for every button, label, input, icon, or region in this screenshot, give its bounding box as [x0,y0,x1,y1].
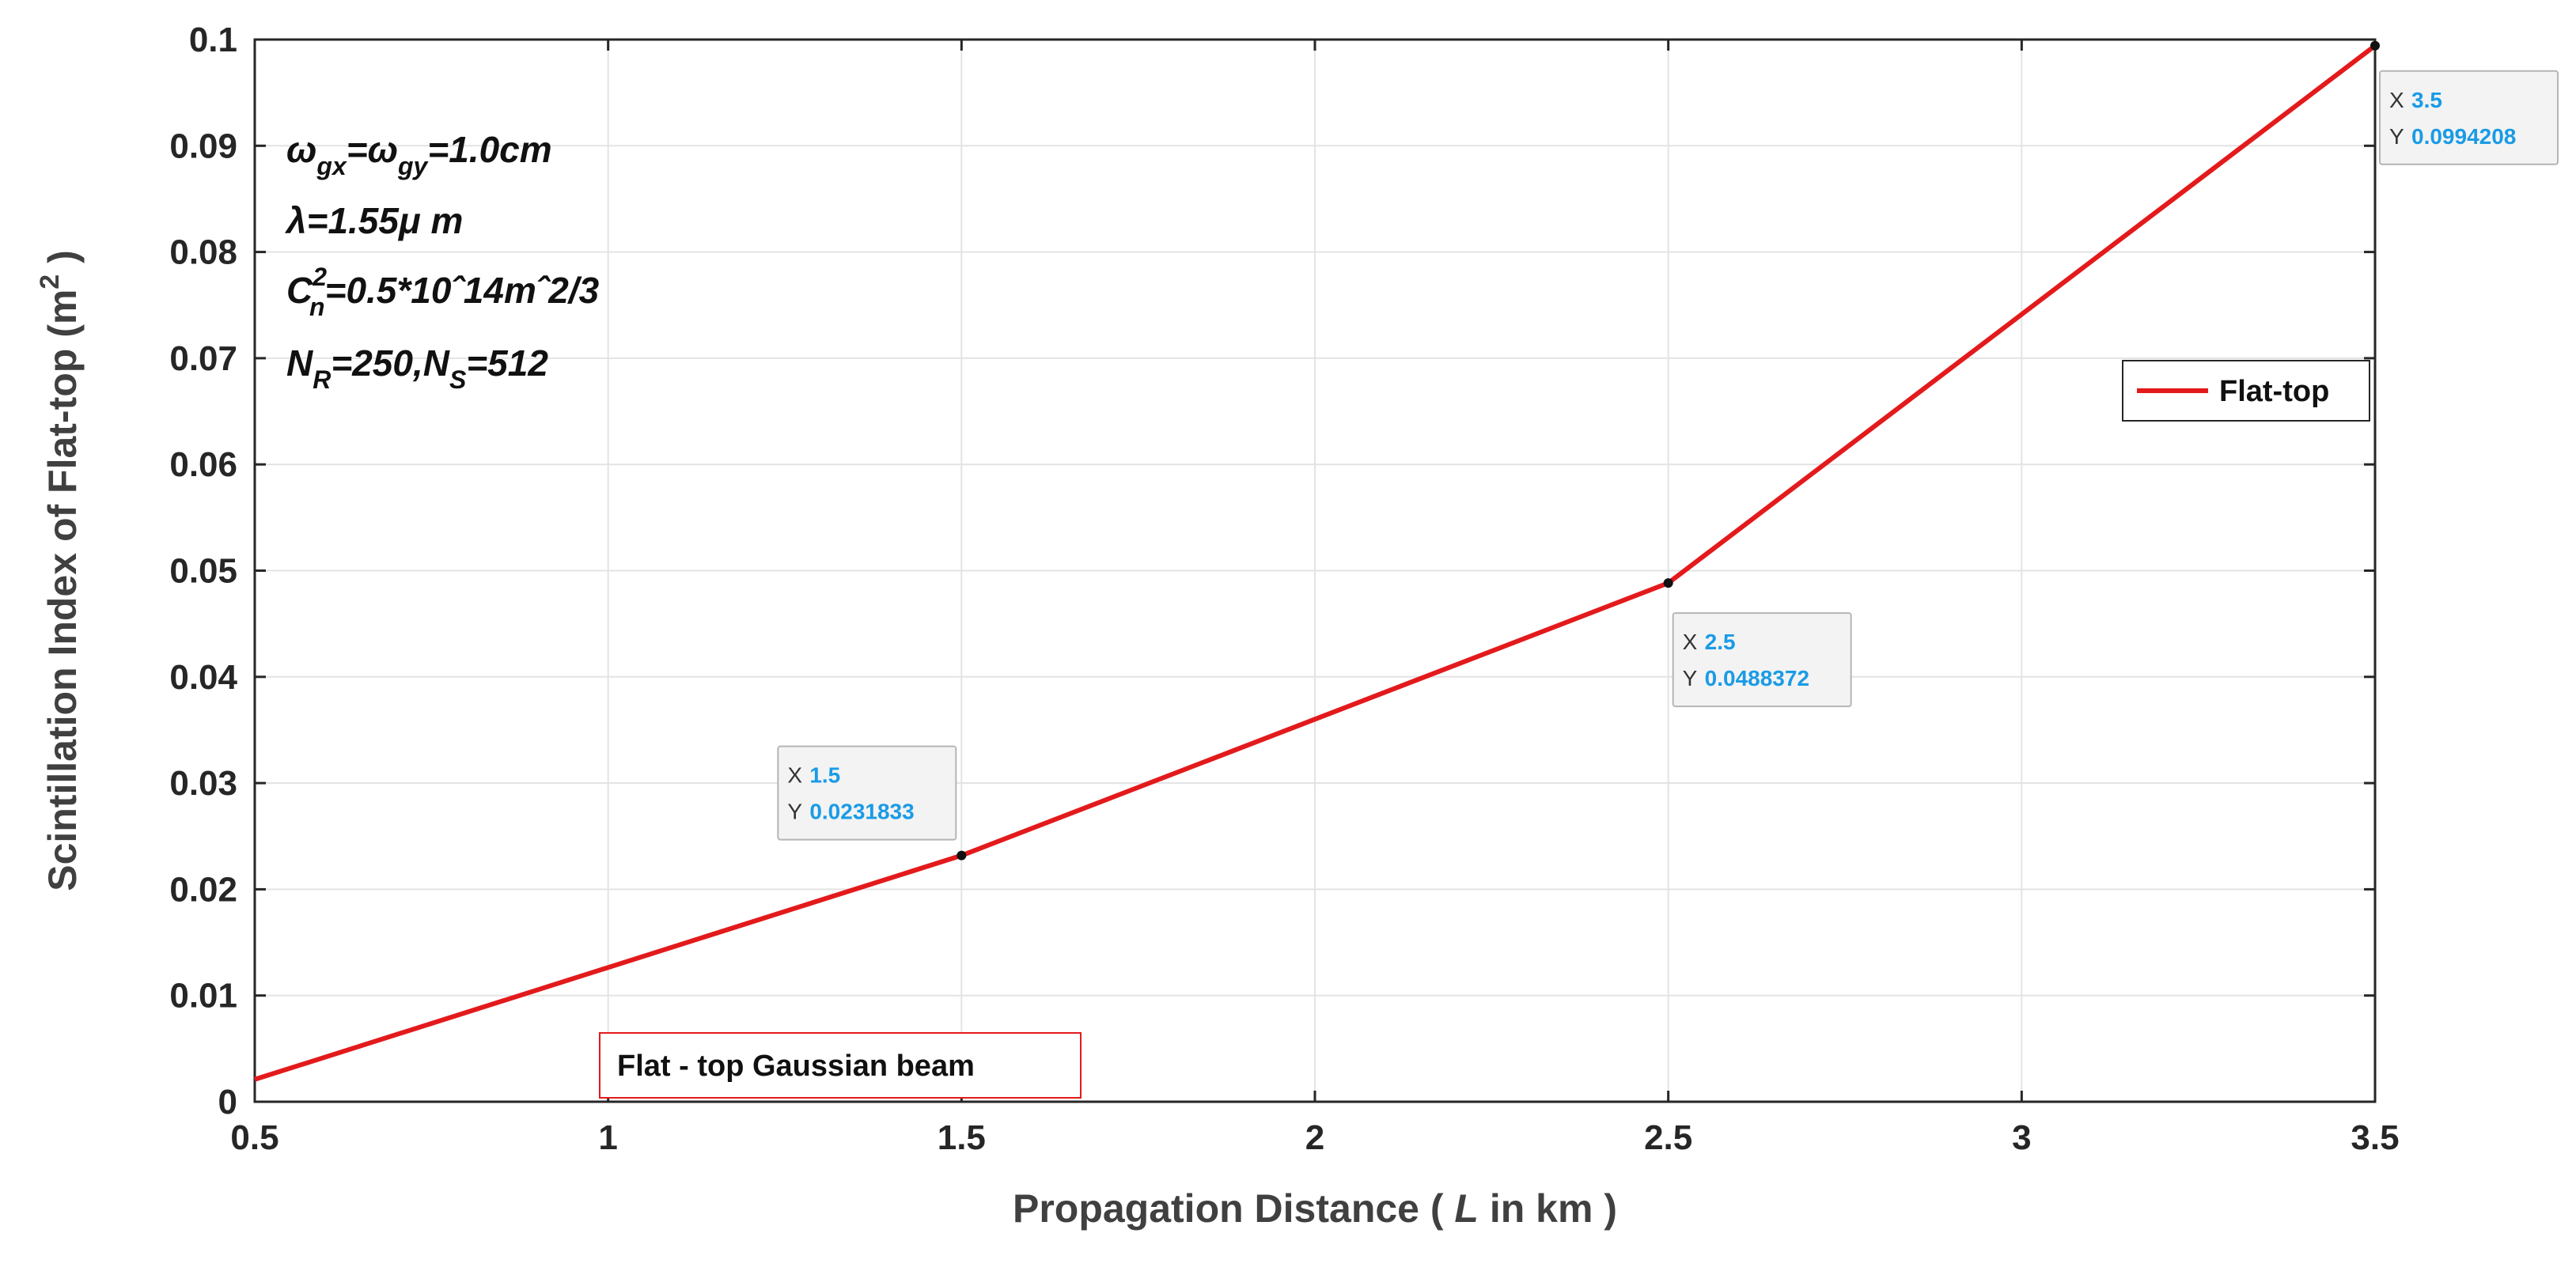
x-tick-label: 3.5 [2351,1118,2399,1157]
ticks: 0.5 1 1.5 2 2.5 3 3.5 0 0.01 0.02 0.03 0.04 0.05 0.06… [169,21,2399,1157]
annotation-segment: ˆ [536,270,551,311]
y-tick-label: 0.04 [169,658,237,697]
y-axis-label-base: Scintillation Index of Flat-top (m [40,289,85,891]
annotation-segment: μ [397,200,421,241]
x-tick-label: 3 [2012,1118,2031,1157]
legend: Flat-top [2122,360,2370,422]
legend-label: Flat-top [2219,375,2329,408]
annotation-segment: =1.0cm [427,129,551,170]
datatip-x-label: X [1683,630,1698,654]
data-point-marker [957,850,967,861]
datatip-x-value: 2.5 [1705,630,1736,654]
datatip-box [1672,612,1852,708]
annotation-line: λ=1.55μ m [284,200,463,241]
datatip-x-value: 1.5 [809,763,840,788]
data-point-marker [1663,578,1673,588]
annotation-segment: gy [397,152,430,180]
annotation-segment: N [286,342,313,384]
annotation-segment: =512 [466,342,548,384]
datatip-y-label: Y [787,800,802,824]
annotation-segment: n [309,293,325,321]
annotation-segment: =0.5*10 [325,270,452,311]
datatip-y-value: 0.0994208 [2411,124,2516,149]
datatip-y-label: Y [2389,124,2404,149]
y-tick-label: 0.02 [169,870,237,909]
x-tick-label: 1.5 [938,1118,986,1157]
annotation-segment: 2 [312,263,327,291]
y-axis-label-sup: 2 [35,274,65,289]
textbox-frame [599,1032,1082,1099]
x-tick-label: 2 [1305,1118,1324,1157]
y-tick-label: 0.1 [189,21,237,59]
annotation-segment: =250,N [331,342,449,384]
y-tick-label: 0.05 [169,552,237,591]
y-axis-label: Scintillation Index of Flat-top (m2 ) [35,250,85,891]
annotation-segment: ω [368,129,398,170]
datatip-box [2379,70,2559,165]
annotation-line: ωgx=ωgy=1.0cm [286,129,552,180]
datatip-y-value: 0.0488372 [1705,666,1809,690]
annotation-segment: S [449,365,467,394]
x-tick-label: 0.5 [230,1118,278,1157]
x-tick-label: 2.5 [1644,1118,1692,1157]
datatip-x-label: X [2389,88,2404,112]
datatip-x-value: 3.5 [2411,88,2442,112]
x-axis-label: Propagation Distance ( L in km ) [1013,1186,1617,1231]
annotation-segment: C [286,270,313,311]
data-point-marker [2370,40,2380,51]
annotation-segment: 2/3 [547,270,599,311]
y-tick-label: 0.06 [169,445,237,484]
annotation-line: C2 n=0.5*10ˆ14mˆ2/3 [286,263,600,321]
y-tick-label: 0.08 [169,233,237,272]
annotation-segment: gx [316,152,347,180]
series [254,44,2377,1082]
series-line [254,44,2377,1082]
x-axis-label-part: in km ) [1479,1186,1617,1231]
annotation-segment: R [313,365,331,394]
x-axis-label-part: L [1454,1186,1479,1231]
y-tick-label: 0.01 [169,977,237,1016]
x-axis-label-part: Propagation Distance ( [1013,1186,1454,1231]
y-tick-label: 0 [218,1083,237,1122]
datatip-y-value: 0.0231833 [809,800,914,824]
annotation-segment: ω [286,129,316,170]
textbox: Flat - top Gaussian beam [599,1032,1082,1099]
y-axis-label-close: ) [40,250,85,274]
y-tick-label: 0.09 [169,127,237,165]
annotation-segment: m [421,200,464,241]
x-tick-label: 1 [598,1118,617,1157]
annotation-line: NR=250,NS=512 [286,342,548,394]
datatip-y-label: Y [1683,666,1698,690]
datatip-x-label: X [787,763,802,788]
datatip-box [777,745,957,841]
textbox-label: Flat - top Gaussian beam [617,1050,975,1083]
annotation-segment: 14m [464,270,536,311]
datatips: X 1.5 Y 0.0231833 X 2.5 Y 0.0488372 X 3.5 Y 0.09942… [777,40,2559,861]
annotation-segment: = [347,129,368,170]
y-tick-label: 0.03 [169,764,237,803]
annotation-segment: ˆ [451,270,466,311]
y-tick-label: 0.07 [169,339,237,378]
annotation-segment: λ=1.55 [284,200,400,241]
